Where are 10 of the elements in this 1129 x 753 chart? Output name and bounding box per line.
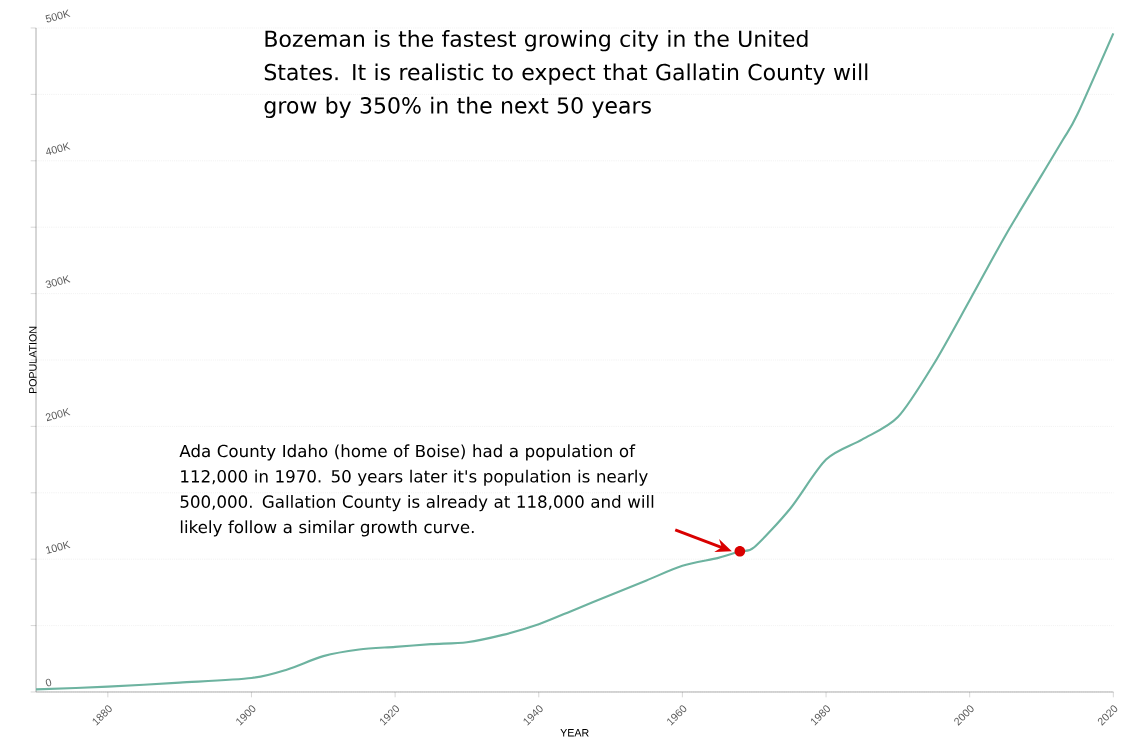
y-tick-label: 200K [45,407,71,422]
y-tick-label: 400K [46,142,71,155]
y-axis-title: POPULATION [29,326,37,394]
y-tick-label: 300K [45,275,71,288]
y-tick-label: 500K [45,9,71,23]
annotation: Ada County Idaho (home of Boise) had a population of 112,000 in 1970. 50 years later it's population is nearly 500,000. Gallation County is already at 118,000 and will likely follow a similar growth curve. [179,444,654,537]
x-axis-title: YEAR [560,729,589,737]
y-tick-label: 100K [46,540,71,554]
annotation: Bozeman is the fastest growing city in the United States. It is realistic to expect that Gallatin County will grow by 350% in the next 50 years [264,30,868,119]
y-tick-label: 0 [45,678,52,687]
